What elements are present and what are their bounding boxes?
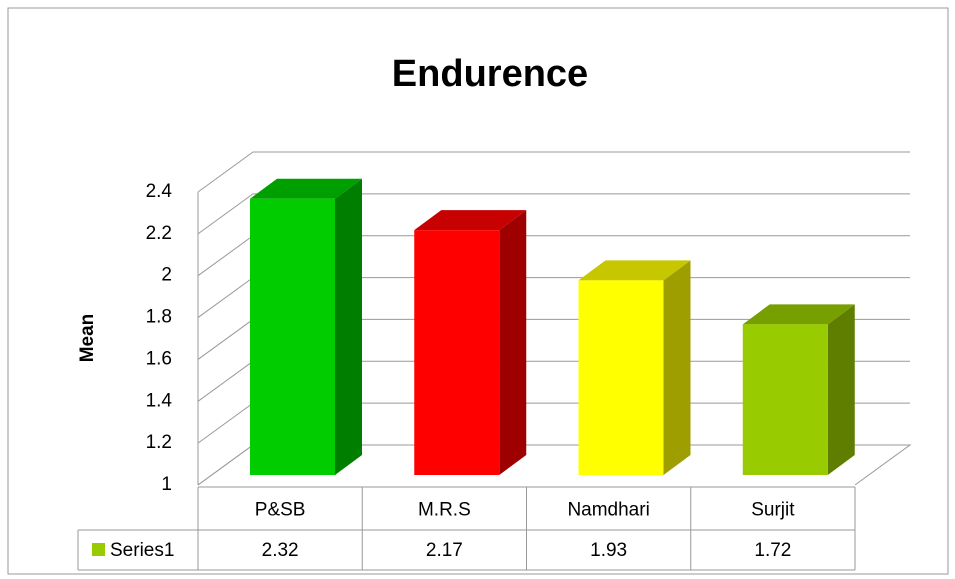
- bar: [414, 210, 527, 475]
- bar-face: [414, 210, 527, 231]
- x-tick-label: Namdhari: [567, 500, 649, 521]
- grid-line: [197, 193, 910, 235]
- table-value: 1.93: [590, 540, 627, 561]
- bar: [250, 178, 362, 475]
- bar-face: [414, 230, 500, 475]
- y-tick-label: 1.4: [146, 390, 173, 411]
- legend-marker: [92, 543, 105, 556]
- bar-face: [742, 324, 828, 475]
- bar-face: [742, 304, 855, 325]
- y-tick-label: 1.6: [146, 348, 172, 369]
- bar-face: [250, 198, 335, 475]
- y-tick-label: 2: [161, 265, 172, 286]
- bar-face: [578, 280, 664, 475]
- y-axis-label: Mean: [77, 314, 98, 363]
- bar-face: [827, 304, 855, 475]
- legend-label: Series1: [110, 540, 174, 561]
- x-tick-label: Surjit: [751, 500, 795, 521]
- y-tick-label: 2.2: [146, 223, 172, 244]
- bar-face: [578, 260, 691, 281]
- bar-face: [335, 178, 362, 475]
- y-tick-label: 2.4: [146, 181, 173, 202]
- bar: [742, 304, 855, 475]
- y-tick-label: 1.2: [146, 432, 172, 453]
- bar-face: [663, 260, 691, 475]
- table-value: 2.17: [426, 540, 463, 561]
- chart-title: Endurence: [392, 53, 588, 95]
- y-tick-label: 1: [161, 474, 172, 495]
- table-value: 2.32: [262, 540, 299, 561]
- y-tick-label: 1.8: [146, 307, 172, 328]
- table-value: 1.72: [754, 540, 791, 561]
- bar-face: [250, 178, 362, 199]
- bar: [578, 260, 691, 475]
- x-tick-label: M.R.S: [418, 500, 471, 521]
- grid-line: [197, 151, 910, 193]
- x-tick-label: P&SB: [255, 500, 306, 521]
- bar-face: [499, 210, 527, 475]
